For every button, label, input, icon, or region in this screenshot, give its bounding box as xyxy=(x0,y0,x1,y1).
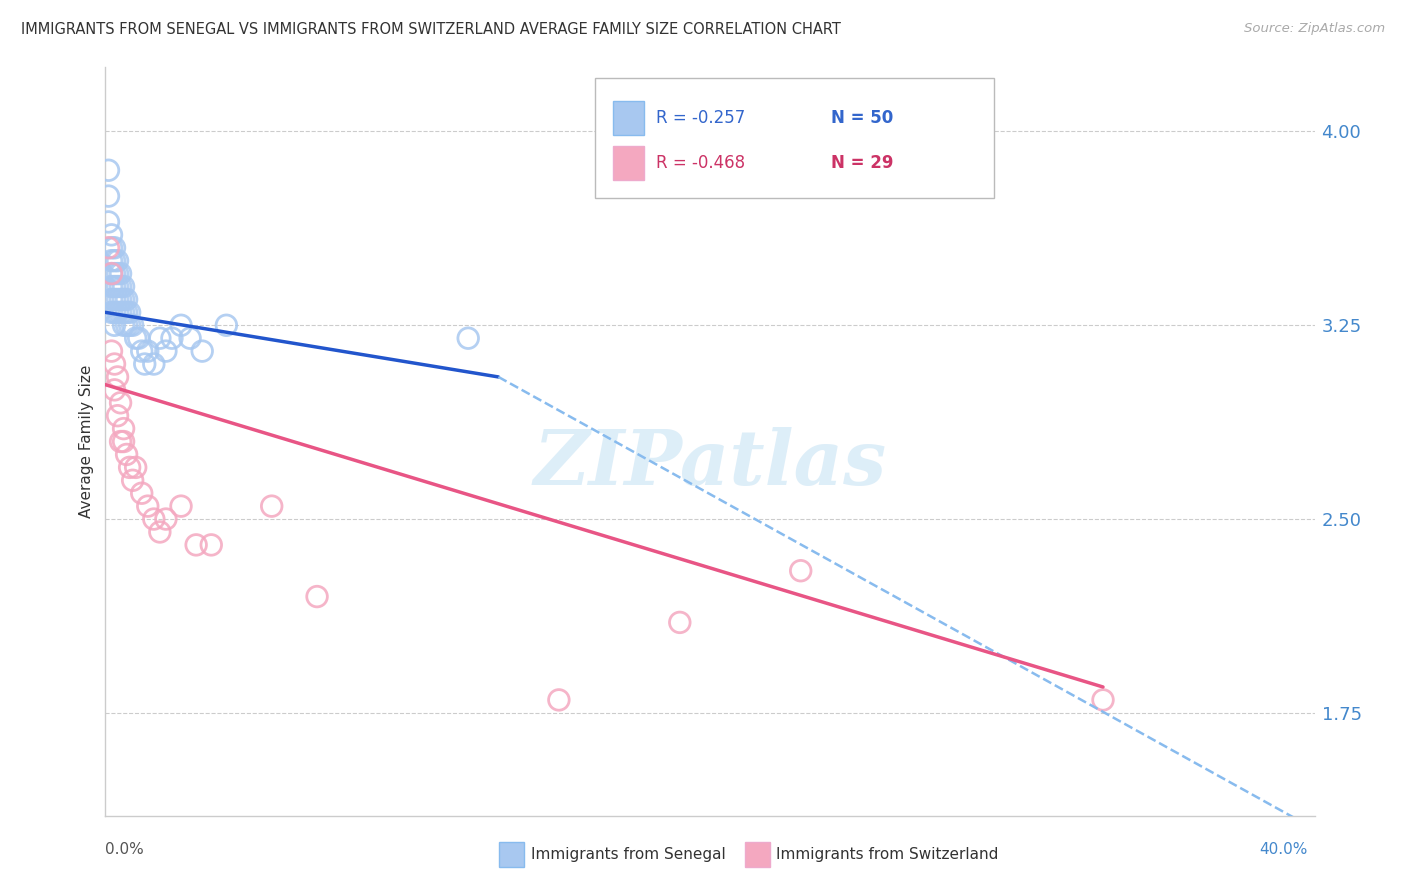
Point xyxy=(160,331,183,345)
Point xyxy=(103,293,125,307)
Point xyxy=(103,305,125,319)
Point xyxy=(155,512,177,526)
Point xyxy=(103,383,125,397)
Point xyxy=(128,331,150,345)
Point xyxy=(142,512,165,526)
Point xyxy=(136,344,159,359)
Point xyxy=(149,331,172,345)
Point xyxy=(124,331,148,345)
Text: R = -0.468: R = -0.468 xyxy=(655,153,745,172)
Text: N = 50: N = 50 xyxy=(831,109,893,127)
Point xyxy=(107,293,129,307)
Point xyxy=(100,305,122,319)
Point xyxy=(790,564,813,578)
Point xyxy=(142,357,165,371)
Point xyxy=(260,499,283,513)
Text: 0.0%: 0.0% xyxy=(105,842,145,856)
Point xyxy=(186,538,208,552)
Point xyxy=(121,318,143,333)
Point xyxy=(97,215,120,229)
Point xyxy=(100,253,122,268)
Point xyxy=(457,331,479,345)
Point xyxy=(100,267,122,281)
Point xyxy=(115,293,138,307)
Point xyxy=(107,267,129,281)
Point xyxy=(112,293,135,307)
Point xyxy=(215,318,238,333)
Point xyxy=(179,331,201,345)
Point xyxy=(191,344,214,359)
Point xyxy=(107,370,129,384)
Point xyxy=(110,279,132,293)
Point xyxy=(110,305,132,319)
Bar xyxy=(613,102,644,135)
Text: N = 29: N = 29 xyxy=(831,153,893,172)
Point xyxy=(170,499,193,513)
Point xyxy=(100,227,122,242)
Point xyxy=(200,538,222,552)
Text: R = -0.257: R = -0.257 xyxy=(655,109,745,127)
Point xyxy=(100,293,122,307)
Point xyxy=(136,499,159,513)
Point xyxy=(1092,693,1115,707)
Point xyxy=(115,305,138,319)
Point xyxy=(121,473,143,487)
Point xyxy=(97,163,120,178)
Point xyxy=(307,590,329,604)
Point xyxy=(118,318,141,333)
Point xyxy=(110,267,132,281)
Point xyxy=(100,241,122,255)
Point xyxy=(131,486,153,500)
Point xyxy=(124,460,148,475)
Point xyxy=(149,524,172,539)
Point xyxy=(155,344,177,359)
Point xyxy=(107,253,129,268)
Point xyxy=(115,318,138,333)
Point xyxy=(110,396,132,410)
Point xyxy=(97,241,120,255)
Text: ZIPatlas: ZIPatlas xyxy=(533,427,887,501)
Point xyxy=(118,460,141,475)
Point xyxy=(112,318,135,333)
Point xyxy=(115,447,138,461)
FancyBboxPatch shape xyxy=(595,78,994,198)
Point xyxy=(134,357,156,371)
Point xyxy=(103,267,125,281)
Point xyxy=(100,279,122,293)
Point xyxy=(103,241,125,255)
Text: Source: ZipAtlas.com: Source: ZipAtlas.com xyxy=(1244,22,1385,36)
Bar xyxy=(613,146,644,180)
Point xyxy=(112,422,135,436)
Point xyxy=(103,279,125,293)
Point xyxy=(100,344,122,359)
Point xyxy=(170,318,193,333)
Point xyxy=(110,293,132,307)
Point xyxy=(97,189,120,203)
Point xyxy=(107,409,129,423)
Point xyxy=(118,305,141,319)
Y-axis label: Average Family Size: Average Family Size xyxy=(79,365,94,518)
Point xyxy=(103,318,125,333)
Point xyxy=(548,693,571,707)
Text: Immigrants from Switzerland: Immigrants from Switzerland xyxy=(776,847,998,862)
Text: Immigrants from Senegal: Immigrants from Senegal xyxy=(531,847,727,862)
Point xyxy=(112,279,135,293)
Point xyxy=(103,357,125,371)
Point xyxy=(107,305,129,319)
Point xyxy=(110,434,132,449)
Point xyxy=(107,279,129,293)
Point xyxy=(112,434,135,449)
Point xyxy=(131,344,153,359)
Point xyxy=(112,305,135,319)
Point xyxy=(100,267,122,281)
Point xyxy=(103,253,125,268)
Text: 40.0%: 40.0% xyxy=(1260,842,1308,856)
Point xyxy=(669,615,692,630)
Text: IMMIGRANTS FROM SENEGAL VS IMMIGRANTS FROM SWITZERLAND AVERAGE FAMILY SIZE CORRE: IMMIGRANTS FROM SENEGAL VS IMMIGRANTS FR… xyxy=(21,22,841,37)
